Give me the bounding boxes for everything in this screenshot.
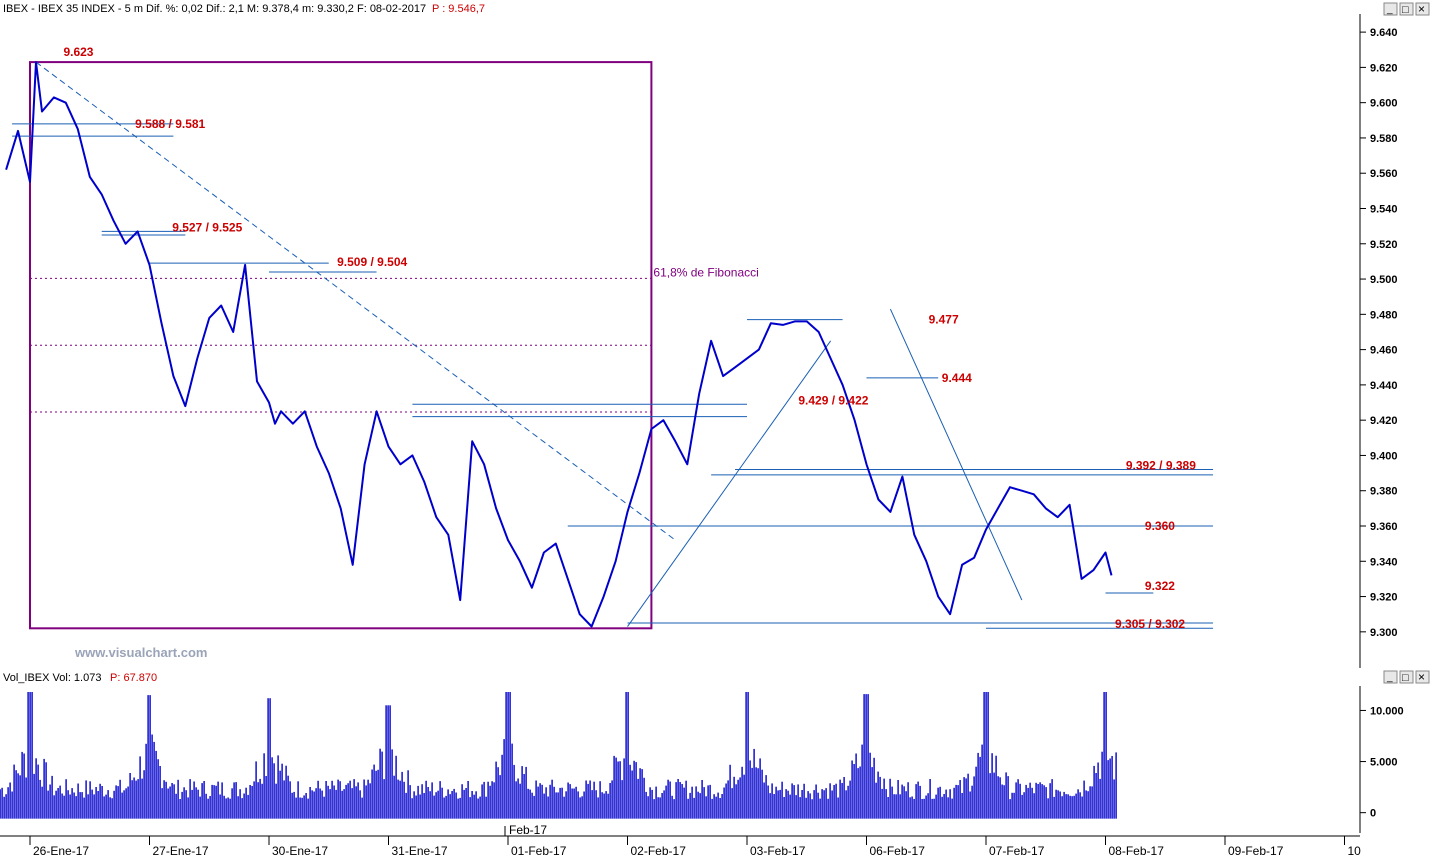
- restore-button[interactable]: [1399, 2, 1414, 16]
- price-annotation-label: 9.477: [929, 313, 959, 327]
- x-tick-label: 02-Feb-17: [631, 844, 687, 857]
- price-y-tick-label: 9.400: [1370, 450, 1398, 462]
- x-tick-label: 06-Feb-17: [870, 844, 926, 857]
- volume-minimize-button[interactable]: [1383, 670, 1398, 684]
- down-trend-line-2: [889, 308, 1023, 601]
- volume-series: [0, 692, 1117, 819]
- price-y-tick-label: 9.300: [1370, 627, 1398, 639]
- x-tick-label: 30-Ene-17: [272, 844, 328, 857]
- price-y-tick-label: 9.420: [1370, 415, 1398, 427]
- price-y-tick-label: 9.560: [1370, 168, 1398, 180]
- minimize-icon: _: [1386, 4, 1393, 15]
- volume-restore-button[interactable]: [1399, 670, 1414, 684]
- price-series: [5, 61, 1113, 628]
- high-label: 9.623: [63, 45, 93, 59]
- price-y-tick-label: 9.480: [1370, 309, 1398, 321]
- price-y-tick-label: 9.440: [1370, 380, 1398, 392]
- x-tick-label: 09-Feb-17: [1228, 844, 1284, 857]
- chart-header-title: IBEX - IBEX 35 INDEX - 5 m Dif. %: 0,02 …: [3, 3, 426, 15]
- x-tick-label: 26-Ene-17: [33, 844, 89, 857]
- volume-close-icon: ×: [1418, 670, 1425, 684]
- volume-y-tick-label: 10.000: [1370, 705, 1404, 717]
- fib-label: 61,8% de Fibonacci: [653, 265, 758, 279]
- price-y-tick-label: 9.600: [1370, 98, 1398, 110]
- date-x-ticks: 26-Ene-17 27-Ene-17 30-Ene-17 31-Ene-17 01-F…: [29, 826, 1362, 857]
- price-annotation-label: 9.429 / 9.422: [798, 393, 868, 407]
- price-y-tick-label: 9.320: [1370, 592, 1398, 604]
- close-icon: ×: [1418, 2, 1425, 16]
- volume-header-title: Vol_IBEX Vol: 1.073: [3, 672, 101, 684]
- analysis-overlay: [12, 61, 1214, 630]
- price-y-tick-label: 9.380: [1370, 486, 1398, 498]
- price-y-tick-label: 9.500: [1370, 274, 1398, 286]
- volume-minimize-icon: _: [1386, 672, 1393, 683]
- volume-y-tick-label: 5.000: [1370, 757, 1398, 769]
- down-trend-line: [35, 61, 676, 541]
- minimize-button[interactable]: [1383, 2, 1398, 16]
- volume-close-button[interactable]: [1415, 670, 1430, 684]
- price-annotation-label: 9.444: [942, 371, 972, 385]
- price-y-tick-label: 9.360: [1370, 521, 1398, 533]
- price-annotation-label: 9.392 / 9.389: [1126, 459, 1196, 473]
- price-annotation-label: 9.527 / 9.525: [172, 220, 242, 234]
- volume-header-price: P: 67.870: [110, 672, 157, 684]
- x-tick-label: 31-Ene-17: [392, 844, 448, 857]
- volume-restore-icon: □: [1402, 672, 1409, 684]
- restore-icon: □: [1402, 4, 1409, 16]
- price-y-ticks: 9.300 9.320 9.340 9.360 9.380 9.400 9.420 9.440…: [1360, 27, 1398, 639]
- up-trend-line: [627, 340, 832, 627]
- x-tick-label: 03-Feb-17: [750, 844, 806, 857]
- annotation-labels: 9.623 61,8% de Fibonacci 9.588 / 9.581 9.52…: [63, 45, 1196, 631]
- price-y-tick-label: 9.640: [1370, 27, 1398, 39]
- price-y-tick-label: 9.580: [1370, 133, 1398, 145]
- x-tick-label: 10: [1348, 844, 1362, 857]
- price-annotation-label: 9.509 / 9.504: [337, 255, 407, 269]
- x-tick-label: 07-Feb-17: [989, 844, 1045, 857]
- price-annotation-label: 9.360: [1145, 519, 1175, 533]
- close-button[interactable]: [1415, 2, 1430, 16]
- volume-pane-window-controls: _ □ ×: [1383, 670, 1430, 684]
- volume-y-ticks: 0 5.000 10.000: [1360, 705, 1404, 820]
- price-y-tick-label: 9.520: [1370, 239, 1398, 251]
- volume-y-tick-label: 0: [1370, 808, 1376, 820]
- price-annotation-label: 9.588 / 9.581: [135, 117, 205, 131]
- x-tick-label: 08-Feb-17: [1109, 844, 1165, 857]
- price-y-tick-label: 9.540: [1370, 204, 1398, 216]
- price-y-tick-label: 9.460: [1370, 345, 1398, 357]
- price-pane-window-controls: _ □ ×: [1383, 2, 1430, 16]
- price-annotation-label: 9.305 / 9.302: [1115, 617, 1185, 631]
- x-tick-label: 01-Feb-17: [511, 844, 567, 857]
- x-tick-label: 27-Ene-17: [153, 844, 209, 857]
- watermark: www.visualchart.com: [74, 645, 207, 660]
- price-line: [5, 61, 1113, 628]
- price-annotation-label: 9.322: [1145, 579, 1175, 593]
- price-y-tick-label: 9.340: [1370, 556, 1398, 568]
- price-y-tick-label: 9.620: [1370, 62, 1398, 74]
- month-label: Feb-17: [509, 823, 547, 837]
- chart-header-price: P : 9.546,7: [432, 3, 485, 15]
